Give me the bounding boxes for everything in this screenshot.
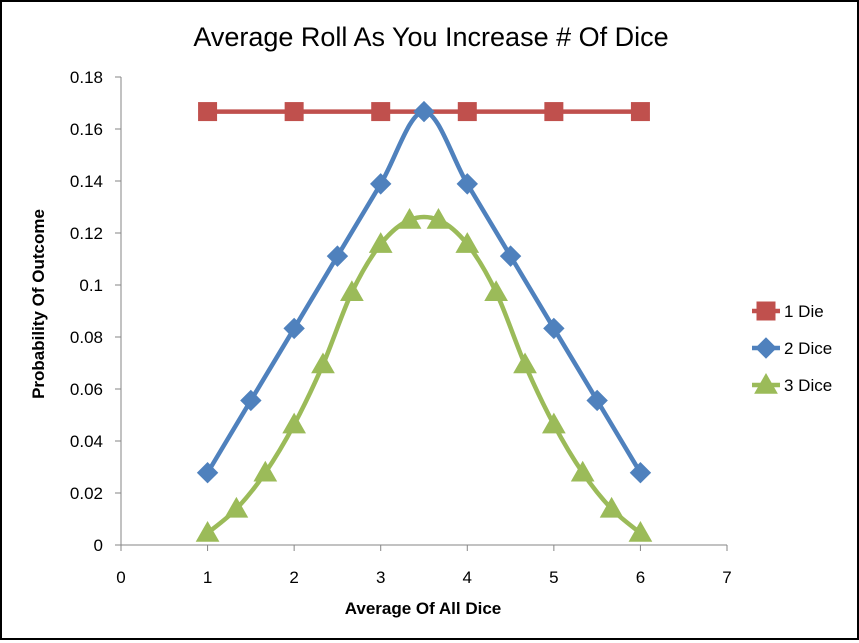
- data-point: [326, 245, 349, 267]
- y-tick-label: 0.1: [79, 276, 103, 295]
- y-tick-label: 0.08: [70, 328, 103, 347]
- x-tick-label: 2: [289, 568, 298, 587]
- legend-item-2-dice: 2 Dice: [752, 337, 832, 359]
- data-point: [630, 102, 650, 122]
- data-point: [484, 280, 508, 302]
- legend-label: 3 Dice: [784, 376, 832, 395]
- axes: 0 0.02 0.04 0.06 0.08 0.1 0.12 0.14 0.16 0.18 0 1 2 3…: [70, 68, 732, 587]
- legend-marker: [756, 301, 776, 321]
- y-tick-label: 0.12: [70, 224, 103, 243]
- data-point: [195, 521, 220, 542]
- x-tick-label: 7: [722, 568, 731, 587]
- data-point: [311, 352, 335, 374]
- data-point: [397, 207, 422, 229]
- data-point: [371, 102, 391, 122]
- x-tick-label: 5: [549, 568, 558, 587]
- data-point: [456, 173, 478, 195]
- legend-label: 1 Die: [784, 302, 824, 321]
- data-point: [513, 352, 537, 374]
- data-point: [340, 280, 364, 302]
- data-point: [629, 462, 652, 484]
- data-point: [282, 412, 307, 434]
- y-tick-label: 0: [94, 536, 103, 555]
- x-tick-label: 4: [463, 568, 472, 587]
- data-point: [283, 317, 305, 340]
- y-tick-label: 0.04: [70, 432, 103, 451]
- chart-title: Average Roll As You Increase # Of Dice: [193, 22, 668, 52]
- data-point: [586, 389, 608, 412]
- data-point: [599, 496, 624, 518]
- legend-label: 2 Dice: [784, 339, 832, 358]
- legend-item-1-die: 1 Die: [752, 301, 824, 321]
- y-tick-label: 0.16: [70, 120, 103, 139]
- x-axis-label: Average Of All Dice: [345, 599, 502, 618]
- data-point: [455, 232, 480, 253]
- y-tick-label: 0.02: [70, 484, 103, 503]
- data-point: [426, 207, 451, 229]
- series-line: [206, 214, 642, 535]
- series-3-dice: [195, 207, 653, 542]
- data-point: [284, 102, 304, 122]
- data-point: [541, 412, 566, 434]
- series-2-dice: [196, 100, 652, 484]
- y-axis-label: Probability Of Outcome: [29, 209, 48, 399]
- data-point: [368, 232, 393, 253]
- legend: 1 Die 2 Dice 3 Dice: [752, 301, 832, 395]
- series-layer: [195, 100, 653, 542]
- data-point: [543, 317, 565, 340]
- data-point: [628, 521, 653, 542]
- legend-item-3-dice: 3 Dice: [752, 372, 832, 395]
- data-point: [253, 460, 278, 482]
- x-tick-label: 1: [203, 568, 212, 587]
- data-point: [544, 102, 564, 122]
- data-point: [413, 100, 435, 123]
- data-point: [370, 173, 392, 195]
- y-tick-label: 0.18: [70, 68, 103, 87]
- data-point: [499, 245, 522, 267]
- data-point: [457, 102, 477, 122]
- data-point: [240, 389, 262, 412]
- y-tick-label: 0.14: [70, 172, 103, 191]
- x-tick-label: 3: [376, 568, 385, 587]
- x-tick-label: 6: [636, 568, 645, 587]
- legend-marker: [755, 337, 777, 359]
- y-tick-label: 0.06: [70, 380, 103, 399]
- data-point: [570, 460, 595, 482]
- legend-marker: [754, 372, 778, 394]
- series-line: [205, 109, 643, 474]
- data-point: [196, 462, 219, 484]
- data-point: [224, 496, 249, 518]
- x-tick-label: 0: [116, 568, 125, 587]
- data-point: [198, 102, 218, 122]
